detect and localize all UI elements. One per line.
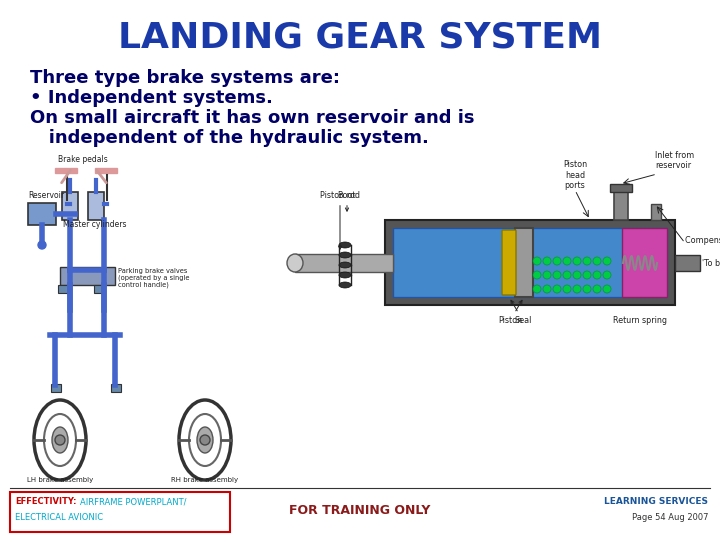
Circle shape <box>603 285 611 293</box>
Bar <box>62 192 78 220</box>
Circle shape <box>593 285 601 293</box>
Text: RH brake assembly: RH brake assembly <box>171 477 238 483</box>
Circle shape <box>563 257 571 265</box>
Text: Seal: Seal <box>511 300 531 325</box>
Circle shape <box>583 285 591 293</box>
Bar <box>111 384 121 392</box>
Ellipse shape <box>339 262 351 268</box>
Text: Page 54 Aug 2007: Page 54 Aug 2007 <box>631 514 708 523</box>
Circle shape <box>593 257 601 265</box>
Circle shape <box>553 271 561 279</box>
Text: AIRFRAME POWERPLANT/: AIRFRAME POWERPLANT/ <box>80 497 186 507</box>
Ellipse shape <box>197 427 213 453</box>
Ellipse shape <box>287 254 303 272</box>
Text: Inlet from
reservoir: Inlet from reservoir <box>655 151 694 170</box>
Text: independent of the hydraulic system.: independent of the hydraulic system. <box>30 129 429 147</box>
Bar <box>622 228 667 297</box>
Ellipse shape <box>339 242 351 248</box>
Circle shape <box>573 271 581 279</box>
Circle shape <box>583 271 591 279</box>
Text: Piston: Piston <box>498 300 522 325</box>
Circle shape <box>583 257 591 265</box>
Text: Boot: Boot <box>338 191 356 211</box>
Circle shape <box>603 257 611 265</box>
Text: Reservoir: Reservoir <box>28 191 64 200</box>
Circle shape <box>200 435 210 445</box>
Circle shape <box>543 285 551 293</box>
Bar <box>88 192 104 220</box>
Bar <box>51 384 61 392</box>
Bar <box>60 267 115 285</box>
Text: Master cylinders: Master cylinders <box>63 220 127 229</box>
Text: Compensating port: Compensating port <box>685 236 720 245</box>
Circle shape <box>533 285 541 293</box>
FancyArrow shape <box>95 167 117 172</box>
FancyArrow shape <box>55 167 77 172</box>
Circle shape <box>603 271 611 279</box>
Circle shape <box>573 285 581 293</box>
Circle shape <box>533 271 541 279</box>
Circle shape <box>553 257 561 265</box>
Text: EFFECTIVITY:: EFFECTIVITY: <box>15 497 76 507</box>
Text: Piston rod: Piston rod <box>320 191 360 249</box>
Text: Three type brake systems are:: Three type brake systems are: <box>30 69 340 87</box>
Circle shape <box>543 257 551 265</box>
Circle shape <box>553 285 561 293</box>
Ellipse shape <box>339 272 351 278</box>
Bar <box>58 285 68 293</box>
Bar <box>295 254 393 272</box>
Text: Brake pedals: Brake pedals <box>58 155 108 164</box>
Text: Return spring: Return spring <box>613 316 667 325</box>
Circle shape <box>563 271 571 279</box>
Bar <box>651 204 661 220</box>
Text: LEARNING SERVICES: LEARNING SERVICES <box>604 497 708 507</box>
Bar <box>28 203 56 225</box>
Text: On small aircraft it has own reservoir and is: On small aircraft it has own reservoir a… <box>30 109 474 127</box>
Text: 'To brake: 'To brake <box>702 259 720 267</box>
Bar <box>610 184 632 192</box>
Bar <box>393 228 667 297</box>
Ellipse shape <box>339 252 351 258</box>
Text: ELECTRICAL AVIONIC: ELECTRICAL AVIONIC <box>15 514 103 523</box>
Ellipse shape <box>52 427 68 453</box>
Bar <box>515 228 533 297</box>
Circle shape <box>55 435 65 445</box>
Text: LH brake assembly: LH brake assembly <box>27 477 93 483</box>
Bar <box>675 255 700 271</box>
Circle shape <box>573 257 581 265</box>
Text: Piston
head
ports: Piston head ports <box>563 160 587 190</box>
Text: Parking brake valves
(operated by a single
control handle): Parking brake valves (operated by a sing… <box>118 267 189 288</box>
FancyBboxPatch shape <box>502 230 516 295</box>
Bar <box>94 285 104 293</box>
Bar <box>385 220 675 305</box>
Circle shape <box>543 271 551 279</box>
Circle shape <box>38 241 46 249</box>
Ellipse shape <box>339 282 351 288</box>
Circle shape <box>533 257 541 265</box>
Text: FOR TRAINING ONLY: FOR TRAINING ONLY <box>289 503 431 516</box>
Circle shape <box>593 271 601 279</box>
Text: • Independent systems.: • Independent systems. <box>30 89 273 107</box>
Text: LANDING GEAR SYSTEM: LANDING GEAR SYSTEM <box>118 21 602 55</box>
FancyBboxPatch shape <box>10 492 230 532</box>
Bar <box>614 192 628 220</box>
Circle shape <box>563 285 571 293</box>
